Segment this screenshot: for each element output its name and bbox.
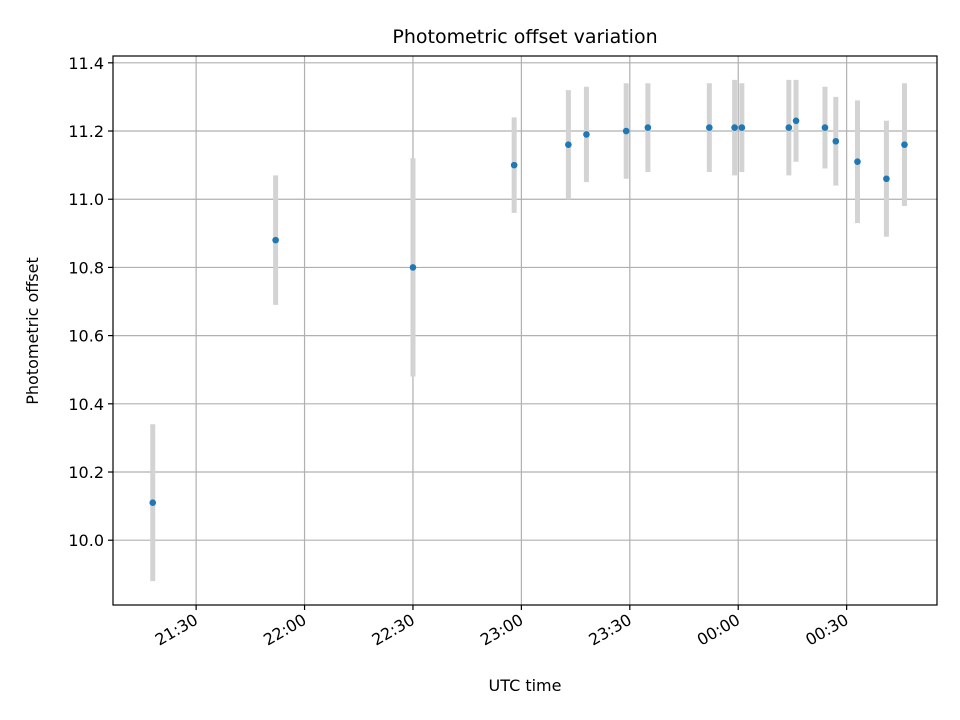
plot-frame <box>112 55 938 606</box>
data-point <box>901 141 908 148</box>
y-axis-title: Photometric offset <box>23 257 42 405</box>
data-point <box>583 131 590 138</box>
data-point <box>622 127 630 135</box>
y-tick-label: 10.8 <box>68 258 104 277</box>
data-point <box>409 264 417 271</box>
chart-title: Photometric offset variation <box>392 26 657 48</box>
y-tick-label: 11.4 <box>68 54 104 73</box>
y-tick-label: 10.0 <box>68 531 104 550</box>
data-points <box>149 117 908 507</box>
data-point <box>510 161 518 169</box>
data-point <box>738 124 746 131</box>
grid <box>113 56 937 605</box>
data-point <box>785 124 793 131</box>
data-point <box>792 117 800 125</box>
data-point <box>272 236 279 244</box>
data-point <box>731 124 738 131</box>
x-axis-title: UTC time <box>489 676 562 695</box>
data-point <box>706 124 713 131</box>
y-tick-label: 10.4 <box>68 395 104 414</box>
data-point <box>832 137 840 145</box>
data-point <box>149 499 157 507</box>
data-point <box>821 124 829 131</box>
y-tick-label: 10.6 <box>68 327 104 346</box>
data-point <box>644 124 652 131</box>
data-point <box>883 175 890 183</box>
y-tick-label: 11.2 <box>68 122 104 141</box>
y-tick-label: 11.0 <box>68 190 104 209</box>
y-tick-label: 10.2 <box>68 463 104 482</box>
data-point <box>854 158 861 166</box>
data-point <box>565 141 572 148</box>
y-axis-ticks: 10.0 10.2 10.4 10.6 10.8 11.0 11.2 11.4 <box>68 54 113 550</box>
